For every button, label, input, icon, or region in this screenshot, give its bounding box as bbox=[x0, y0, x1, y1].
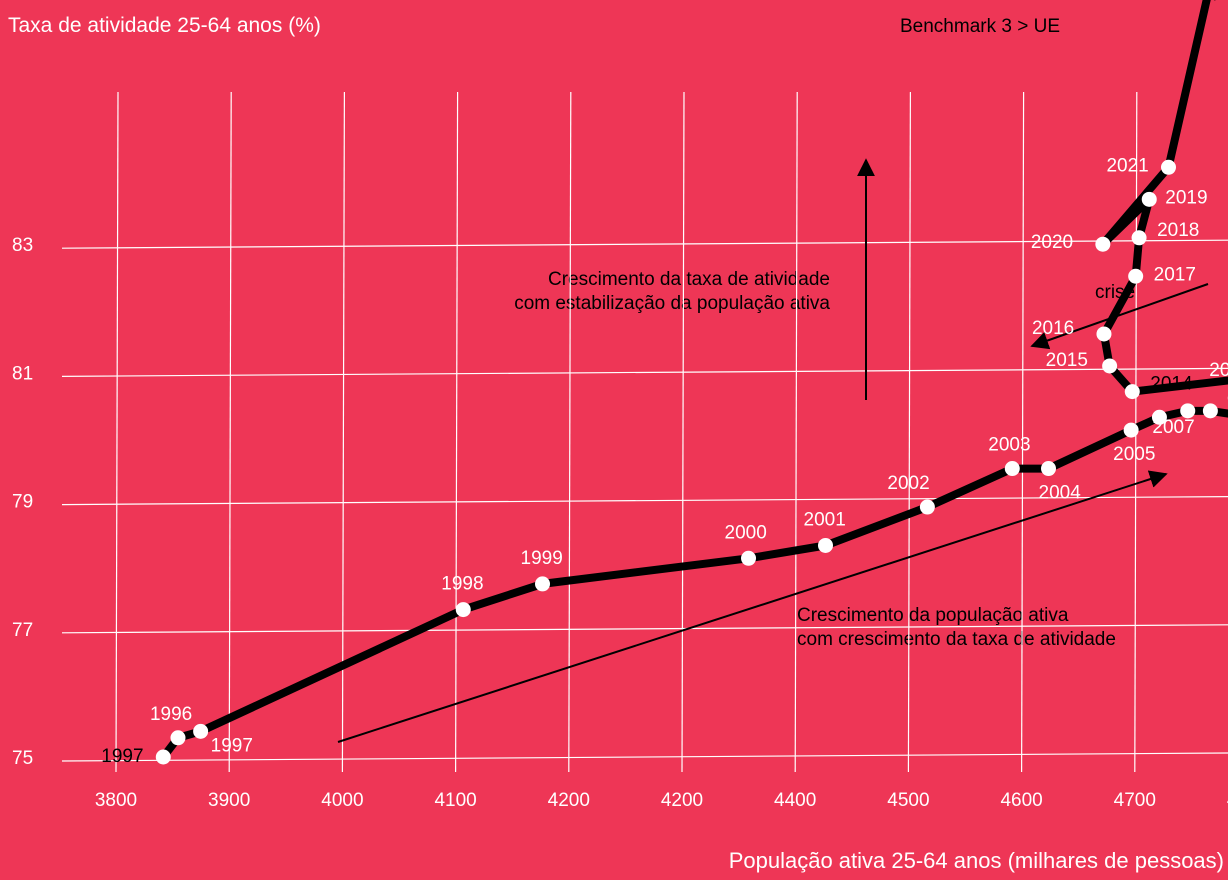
data-label-2019: 2019 bbox=[1165, 187, 1207, 208]
grid-line-y bbox=[61, 239, 1228, 249]
data-label-2011: 2011 bbox=[1209, 360, 1228, 381]
grid-line-x bbox=[568, 91, 572, 773]
annotation-stabilization: Crescimento da taxa de atividade com est… bbox=[450, 268, 830, 316]
y-tick-label: 77 bbox=[12, 620, 33, 641]
data-point-2015 bbox=[1102, 358, 1118, 374]
y-tick-label: 75 bbox=[12, 748, 33, 769]
grid-line-y bbox=[61, 367, 1228, 377]
x-tick-label: 3900 bbox=[208, 790, 250, 811]
grid-line-x bbox=[341, 91, 345, 773]
grid-line-x bbox=[907, 91, 912, 773]
grid-line-y bbox=[61, 496, 1228, 506]
data-label-2001: 2001 bbox=[804, 509, 846, 530]
data-label-2018: 2018 bbox=[1157, 220, 1199, 241]
x-axis-title: População ativa 25-64 anos (milhares de … bbox=[728, 848, 1224, 873]
data-point-2005 bbox=[1123, 422, 1139, 438]
x-tick-label: 4600 bbox=[1000, 790, 1042, 811]
data-points: 1997 1996 1997 1998 1999 2000 2001 2002 2003 2004… bbox=[101, 155, 1228, 767]
grid-line-y bbox=[61, 752, 1228, 762]
x-tick-label: 4400 bbox=[774, 790, 816, 811]
data-point-2004 bbox=[1041, 461, 1057, 477]
grid-line-y bbox=[61, 624, 1228, 634]
annotation-growth-line2: com crescimento da taxa de atividade bbox=[797, 629, 1116, 650]
data-label-1997: 1997 bbox=[211, 735, 253, 756]
annotation-stabilization-line1: Crescimento da taxa de atividade bbox=[548, 269, 830, 290]
data-label-2016: 2016 bbox=[1032, 318, 1074, 339]
grid-line-x bbox=[115, 91, 119, 773]
benchmark-label: Benchmark 3 > UE bbox=[900, 16, 1060, 37]
x-tick-label: 4800 bbox=[1227, 790, 1228, 811]
grid-line-x bbox=[794, 91, 798, 773]
x-tick-label: 4200 bbox=[661, 790, 703, 811]
data-label-2004: 2004 bbox=[1039, 483, 1082, 504]
data-point-2021 bbox=[1160, 159, 1176, 175]
y-tick-label: 79 bbox=[12, 492, 33, 513]
data-label-2021: 2021 bbox=[1106, 155, 1148, 176]
grid-line-x bbox=[455, 91, 459, 773]
data-label-2003: 2003 bbox=[988, 435, 1030, 456]
annotation-stabilization-line2: com estabilização da população ativa bbox=[514, 293, 830, 314]
data-series bbox=[159, 0, 1228, 761]
data-point-2006 bbox=[1151, 409, 1167, 425]
data-label-1998: 1998 bbox=[441, 574, 483, 595]
data-label-2002: 2002 bbox=[887, 473, 929, 494]
data-label-2015: 2015 bbox=[1046, 350, 1088, 371]
series-line bbox=[159, 0, 1228, 761]
data-label-2017: 2017 bbox=[1154, 264, 1196, 285]
data-point-2019 bbox=[1141, 191, 1157, 207]
data-point-1999 bbox=[535, 576, 550, 592]
data-point-1997 bbox=[193, 723, 209, 739]
data-point-1996 bbox=[170, 730, 186, 746]
axis-ticks: 3800 3900 4000 4100 4200 4200 4400 4500 4600 4700… bbox=[12, 235, 1228, 811]
data-point-2016 bbox=[1096, 326, 1112, 342]
x-tick-label: 3800 bbox=[95, 790, 137, 811]
annotation-growth-line1: Crescimento da população ativa bbox=[797, 605, 1069, 626]
grid-line-x bbox=[1020, 91, 1025, 773]
data-point-2020 bbox=[1095, 236, 1111, 252]
arrow-growth bbox=[337, 470, 1168, 743]
y-tick-label: 81 bbox=[12, 363, 33, 384]
data-label-1997: 1997 bbox=[101, 746, 143, 767]
data-label-2007: 2007 bbox=[1152, 417, 1194, 438]
data-point-2003 bbox=[1004, 461, 1020, 477]
x-tick-label: 4700 bbox=[1114, 790, 1156, 811]
annotation-arrows bbox=[337, 0, 1216, 743]
grid-line-x bbox=[681, 91, 685, 773]
data-label-2020: 2020 bbox=[1031, 232, 1073, 253]
data-label-1996: 1996 bbox=[150, 704, 192, 725]
grid-line-x bbox=[228, 91, 232, 773]
y-tick-label: 83 bbox=[12, 235, 33, 256]
data-point-2014 bbox=[1124, 384, 1140, 400]
arrow-crisis bbox=[1030, 283, 1209, 350]
x-tick-label: 4000 bbox=[321, 790, 363, 811]
data-point-2018 bbox=[1131, 230, 1147, 246]
grid-lines bbox=[61, 91, 1228, 773]
x-tick-label: 4500 bbox=[887, 790, 929, 811]
data-point-2007 bbox=[1180, 403, 1196, 419]
data-point-2000 bbox=[741, 550, 757, 566]
data-point-2017 bbox=[1128, 268, 1144, 284]
data-point-1998 bbox=[455, 602, 471, 618]
data-label-2005: 2005 bbox=[1113, 444, 1155, 465]
annotation-growth: Crescimento da população ativa com cresc… bbox=[797, 604, 1116, 652]
data-label-2000: 2000 bbox=[725, 522, 767, 543]
data-point-2002 bbox=[919, 499, 935, 515]
data-point-1997 bbox=[155, 749, 171, 765]
data-label-1999: 1999 bbox=[521, 548, 563, 569]
y-axis-title: Taxa de atividade 25-64 anos (%) bbox=[8, 14, 321, 37]
x-tick-label: 4100 bbox=[434, 790, 476, 811]
data-point-2001 bbox=[818, 537, 833, 553]
x-tick-label: 4200 bbox=[548, 790, 590, 811]
data-label-2014: 2014 bbox=[1150, 374, 1193, 395]
data-point-2007 bbox=[1202, 403, 1218, 419]
